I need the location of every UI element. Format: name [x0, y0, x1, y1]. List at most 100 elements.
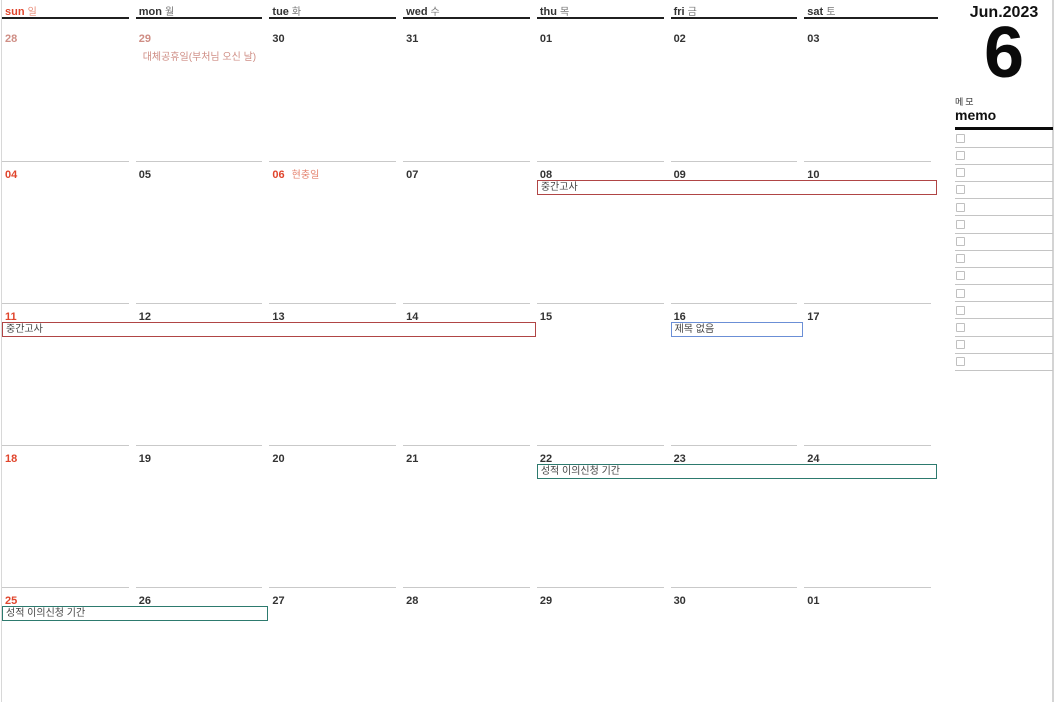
day-cell-08[interactable]: 08 [536, 161, 671, 303]
memo-checkbox[interactable] [956, 133, 965, 143]
day-cell-17[interactable]: 17 [804, 303, 938, 445]
memo-checkbox[interactable] [956, 271, 965, 281]
day-cell-13[interactable]: 13 [269, 303, 403, 445]
date-number: 13 [272, 311, 285, 323]
memo-row[interactable] [955, 148, 1053, 165]
day-cell-01[interactable]: 01 [537, 19, 671, 161]
date-number: 20 [272, 453, 285, 465]
event-bar[interactable]: 중간고사 [536, 180, 937, 195]
memo-row[interactable] [955, 337, 1053, 354]
event-bar[interactable]: 제목 없음 [670, 322, 804, 337]
memo-row[interactable] [955, 302, 1053, 320]
event-bar[interactable]: 중간고사 [2, 322, 536, 337]
memo-row[interactable] [955, 251, 1053, 268]
date-number: 23 [673, 453, 686, 465]
day-cell-21[interactable]: 21 [403, 445, 537, 587]
memo-checkbox[interactable] [956, 219, 965, 229]
day-cell-30[interactable]: 30 [670, 587, 805, 702]
memo-checkbox[interactable] [956, 168, 965, 178]
memo-row[interactable] [955, 354, 1053, 372]
date-number: 18 [5, 453, 18, 465]
day-cell-28[interactable]: 28 [403, 587, 537, 702]
day-cell-01[interactable]: 01 [804, 587, 938, 702]
date-number: 03 [807, 33, 820, 45]
memo-row[interactable] [955, 182, 1053, 200]
dow-name-ko: 월 [164, 7, 175, 18]
dow-name-en: mon [138, 6, 162, 18]
memo-row[interactable] [955, 268, 1053, 286]
date-number: 02 [673, 33, 686, 45]
memo-checkbox[interactable] [956, 237, 965, 247]
memo-checkbox[interactable] [956, 202, 965, 212]
memo-checkbox[interactable] [956, 305, 965, 315]
day-cell-06[interactable]: 06 현충일 [269, 161, 403, 303]
dow-name-ko: 금 [687, 7, 697, 18]
memo-row[interactable] [955, 319, 1053, 337]
memo-row[interactable] [955, 234, 1053, 251]
memo-checkbox[interactable] [956, 322, 965, 332]
memo-checkbox[interactable] [956, 340, 965, 350]
day-cell-19[interactable]: 19 [135, 445, 270, 587]
date-number: 21 [406, 453, 419, 465]
day-cell-29[interactable]: 29 [536, 587, 671, 702]
date-number: 28 [406, 595, 419, 607]
day-cell-03[interactable]: 03 [804, 19, 938, 161]
dow-name-en: sun [5, 6, 25, 18]
day-cell-16[interactable]: 16 [670, 303, 805, 445]
memo-row[interactable] [955, 199, 1053, 217]
memo-row[interactable] [955, 130, 1053, 148]
event-bar[interactable]: 성적 이의신청 기간 [536, 464, 937, 479]
day-cell-11[interactable]: 11 [2, 303, 136, 445]
day-cell-23[interactable]: 23 [670, 445, 805, 587]
memo-checkbox[interactable] [956, 254, 965, 264]
day-cell-27[interactable]: 27 [269, 587, 403, 702]
day-cell-29[interactable]: 29 대체공휴일(부처님 오신 날) [136, 19, 270, 161]
day-cell-10[interactable]: 10 [804, 161, 938, 303]
week-row: 25 26 27 28 29 30 01 성적 이의신청 기간 [2, 587, 938, 702]
day-cell-04[interactable]: 04 [2, 161, 136, 303]
day-cell-26[interactable]: 26 [135, 587, 270, 702]
memo-row[interactable] [955, 216, 1053, 234]
date-number: 29 [138, 33, 151, 45]
day-cell-07[interactable]: 07 [403, 161, 537, 303]
date-number: 04 [5, 169, 18, 181]
date-number: 25 [5, 595, 18, 607]
date-number: 16 [673, 311, 686, 323]
day-cell-31[interactable]: 31 [403, 19, 537, 161]
day-cell-05[interactable]: 05 [135, 161, 270, 303]
day-cell-25[interactable]: 25 [2, 587, 136, 702]
event-bar[interactable]: 성적 이의신청 기간 [2, 606, 269, 621]
day-cell-30[interactable]: 30 [269, 19, 403, 161]
memo-checkbox[interactable] [956, 288, 965, 298]
day-cell-12[interactable]: 12 [135, 303, 270, 445]
day-cell-18[interactable]: 18 [2, 445, 136, 587]
date-number: 29 [539, 595, 553, 607]
day-cell-09[interactable]: 09 [670, 161, 805, 303]
memo-checkbox[interactable] [956, 185, 965, 195]
memo-checkbox[interactable] [956, 151, 965, 161]
day-cell-20[interactable]: 20 [269, 445, 403, 587]
month-number: 6 [983, 13, 1025, 93]
day-cell-02[interactable]: 02 [671, 19, 805, 161]
day-cell-28[interactable]: 28 [2, 19, 136, 161]
dow-header-sat: sat 토 [804, 0, 938, 19]
date-number: 19 [138, 453, 151, 465]
memo-checkbox[interactable] [956, 357, 965, 367]
day-cell-22[interactable]: 22 [536, 445, 671, 587]
date-number: 01 [807, 595, 820, 607]
day-cell-14[interactable]: 14 [403, 303, 537, 445]
day-cell-24[interactable]: 24 [804, 445, 938, 587]
dow-header-mon: mon 월 [135, 0, 270, 19]
date-number: 31 [406, 33, 419, 45]
memo-panel: Jun.2023 6 메모 memo [955, 0, 1053, 702]
dow-name-ko: 토 [826, 7, 836, 18]
memo-row[interactable] [955, 165, 1053, 182]
date-number: 28 [5, 33, 18, 45]
holiday-label: 현충일 [291, 170, 320, 181]
date-number: 09 [673, 169, 686, 181]
date-number: 24 [807, 453, 820, 465]
page-left-border [1, 0, 2, 702]
day-cell-15[interactable]: 15 [536, 303, 671, 445]
memo-heading: 메모 memo [955, 95, 1053, 123]
memo-row[interactable] [955, 285, 1053, 303]
